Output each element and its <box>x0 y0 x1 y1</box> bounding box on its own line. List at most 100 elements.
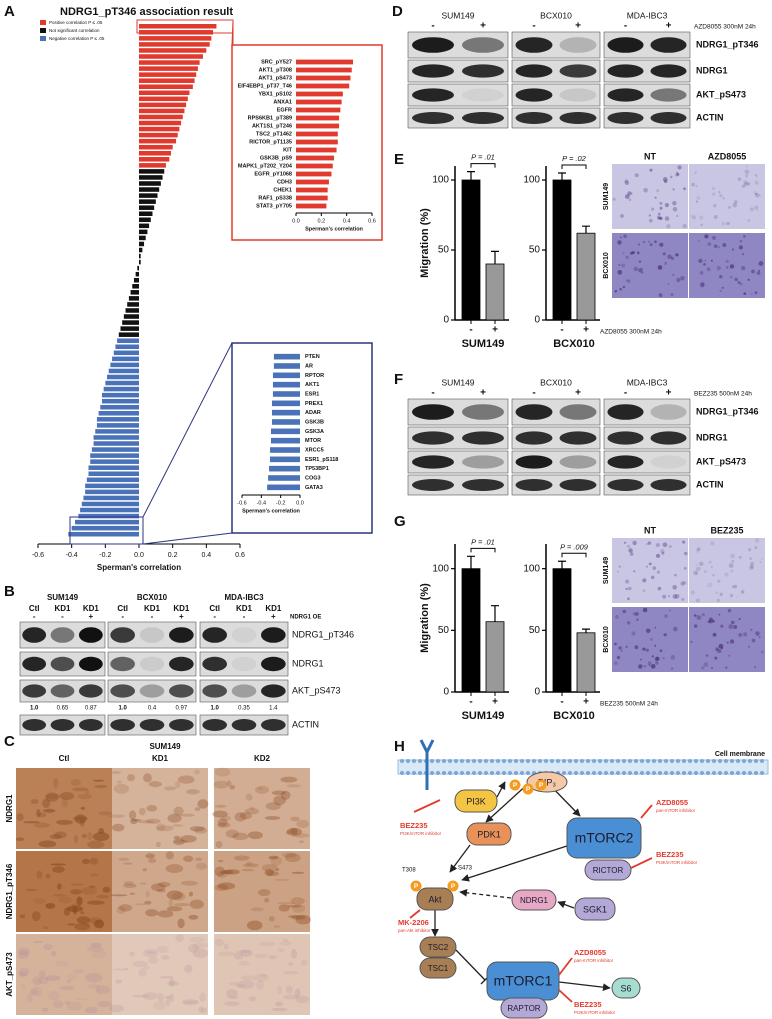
tissue-texture <box>241 868 255 872</box>
tissue-texture <box>244 808 260 815</box>
cell-texture <box>739 282 743 286</box>
lipid <box>718 759 722 763</box>
cell-texture <box>754 538 760 543</box>
tissue-texture <box>112 823 125 832</box>
tissue-texture <box>268 955 277 960</box>
node-label: TSC1 <box>428 964 449 973</box>
cell-texture <box>664 261 667 264</box>
band <box>261 627 286 643</box>
cell-texture <box>675 593 680 599</box>
lipid <box>514 759 518 763</box>
cell-texture <box>700 281 705 287</box>
cell-texture <box>656 570 661 574</box>
cell-texture <box>659 242 664 247</box>
cell-texture <box>729 639 735 644</box>
cell-texture <box>617 570 620 573</box>
lipid <box>730 759 734 763</box>
tissue-texture <box>86 946 105 952</box>
tissue-texture <box>19 914 26 919</box>
category-label: - <box>560 697 563 708</box>
bar <box>139 72 197 77</box>
tissue-texture <box>70 889 82 895</box>
cell-texture <box>663 633 667 637</box>
tissue-texture <box>52 866 65 873</box>
node <box>584 859 632 881</box>
sign: - <box>431 388 434 399</box>
x-tick-label: -0.4 <box>66 552 78 559</box>
tissue-texture <box>261 864 279 872</box>
blot-label: NDRG1 <box>696 432 728 442</box>
sign: - <box>624 388 627 399</box>
axis-title: SUM149 <box>462 338 505 350</box>
cell-texture <box>754 666 757 668</box>
lipid <box>736 759 740 763</box>
tissue-texture <box>258 888 271 897</box>
bar <box>78 513 139 519</box>
tissue-texture <box>294 988 301 998</box>
cell-texture <box>672 273 675 277</box>
cell-texture <box>662 657 665 660</box>
lipid <box>562 771 566 775</box>
tissue-texture <box>234 812 247 822</box>
tissue-texture <box>61 798 69 808</box>
tissue-texture <box>53 778 59 789</box>
treatment: AZD8055 300nM 24h <box>694 24 756 31</box>
connector <box>231 19 234 46</box>
tissue-texture <box>236 950 251 954</box>
band <box>412 112 454 124</box>
tissue-texture <box>228 981 239 986</box>
tissue-texture <box>287 915 300 918</box>
bar <box>139 24 217 29</box>
axis-title: SUM149 <box>462 710 505 722</box>
lipid <box>700 759 704 763</box>
band <box>462 431 504 445</box>
cell-texture <box>740 590 745 594</box>
lipid <box>448 771 452 775</box>
tissue-texture <box>153 1000 167 1010</box>
cell-line: MDA-IBC3 <box>627 377 668 387</box>
cell-texture <box>710 565 713 568</box>
quantification: 1.4 <box>269 706 278 712</box>
lipid <box>610 759 614 763</box>
tissue-texture <box>194 769 200 775</box>
tissue-texture <box>199 992 206 1003</box>
tissue-texture <box>25 888 37 891</box>
cell-texture <box>648 664 651 666</box>
p-value: P = .01 <box>471 537 495 546</box>
cell-texture <box>664 203 669 208</box>
panel-letter: B <box>4 583 15 600</box>
cell-texture <box>624 180 630 185</box>
bar <box>103 386 139 392</box>
lipid <box>448 759 452 763</box>
y-tick-label: 100 <box>432 563 449 574</box>
legend-swatch <box>40 20 46 25</box>
axis-title: Sperman's correlation <box>242 508 300 514</box>
node-label: PIP₃ <box>538 777 557 787</box>
tissue-texture <box>159 975 174 979</box>
tissue-texture <box>142 948 159 958</box>
tissue-texture <box>214 866 226 877</box>
tissue-texture <box>282 852 297 858</box>
bar <box>115 344 139 350</box>
cell-texture <box>641 271 644 274</box>
bar <box>139 199 156 204</box>
cell-texture <box>695 572 699 575</box>
tissue-texture <box>131 994 149 998</box>
tissue-texture <box>139 882 147 885</box>
cell-texture <box>648 218 653 223</box>
band <box>559 479 597 491</box>
lipid <box>472 759 476 763</box>
tissue-texture <box>70 883 84 886</box>
tissue-texture <box>217 882 236 890</box>
tissue-texture <box>285 830 291 835</box>
cell-line: BCX010 <box>540 377 572 387</box>
bar <box>139 193 158 198</box>
bar <box>85 483 139 489</box>
tissue-texture <box>87 840 105 849</box>
bar <box>296 131 338 137</box>
lipid <box>508 771 512 775</box>
bar <box>112 356 139 362</box>
bar <box>96 417 139 422</box>
cell-texture <box>667 254 672 259</box>
bar <box>95 429 139 434</box>
